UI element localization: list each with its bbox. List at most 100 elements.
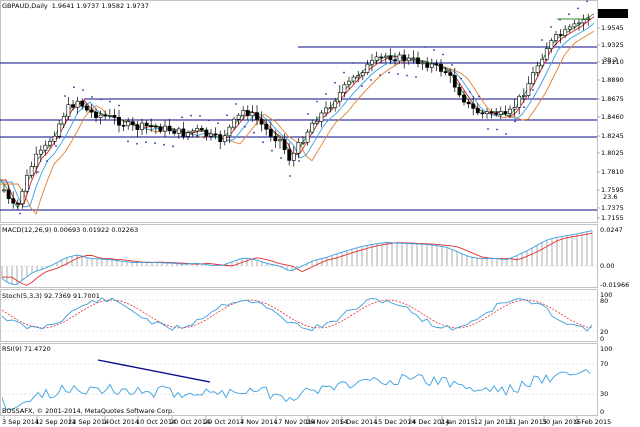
candle-body xyxy=(508,108,512,115)
sar-dot xyxy=(469,91,471,93)
candle-body xyxy=(383,55,388,58)
candle-body xyxy=(498,111,503,115)
sar-dot xyxy=(424,46,426,48)
candle-body xyxy=(328,107,333,109)
candle-body xyxy=(319,112,324,122)
sar-dot xyxy=(145,141,147,144)
sar-dot xyxy=(55,145,57,147)
candle-body xyxy=(213,133,218,136)
price-panel[interactable]: GBPAUD,Daily 1.9641 1.9737 1.9582 1.9737 … xyxy=(0,0,617,223)
rsi-trendline[interactable] xyxy=(97,359,211,383)
candle-body xyxy=(544,48,549,60)
candle-body xyxy=(2,189,6,192)
candle-body xyxy=(351,76,356,82)
date-tick-label: 30 Jan 2015 xyxy=(542,418,581,426)
chart-header: GBPAUD,Daily 1.9641 1.9737 1.9582 1.9737 xyxy=(2,2,149,10)
candle-body xyxy=(181,128,186,137)
sar-dot xyxy=(352,62,354,64)
candle-body xyxy=(540,58,545,67)
candle-body xyxy=(209,133,213,137)
candle-body xyxy=(98,114,103,118)
candle-body xyxy=(466,101,471,105)
candle-body xyxy=(57,123,62,137)
candle-body xyxy=(577,22,581,25)
date-tick-label: 17 Nov 2014 xyxy=(274,418,316,426)
candle-body xyxy=(48,141,52,146)
candle-body xyxy=(388,55,393,61)
rsi-axis-0: 0 xyxy=(600,408,604,416)
candle-body xyxy=(199,128,204,131)
price-tick-label: 1.7595 xyxy=(601,186,624,194)
sar-dot xyxy=(109,100,111,103)
candle-body xyxy=(268,128,273,137)
candle-body xyxy=(218,134,223,142)
candle-body xyxy=(167,125,172,132)
candle-body xyxy=(6,189,11,200)
stochastic-panel[interactable]: Stoch(5,3,3) 92.7369 91.7001 100 80 20 0 xyxy=(0,289,612,344)
date-tick-label: 2 Jan 2015 xyxy=(440,418,475,426)
price-tick-label: 1.8675 xyxy=(601,95,624,103)
candle-body xyxy=(80,100,85,107)
sar-dot xyxy=(298,160,300,162)
fib-label-38: 38.2 xyxy=(603,56,617,64)
sar-dot xyxy=(28,187,30,190)
date-tick-label: 10 Oct 2014 xyxy=(136,418,176,426)
sar-dot xyxy=(586,0,588,3)
sar-dot xyxy=(442,53,444,56)
sar-dot xyxy=(370,79,372,81)
candle-body xyxy=(190,130,195,133)
rsi-panel[interactable]: RSI(9) 71.4720 100 70 30 0 BOSSAFX, © 20… xyxy=(0,343,612,417)
candle-body xyxy=(84,105,89,111)
date-tick-label: 9 Feb 2015 xyxy=(575,418,611,426)
sar-dot xyxy=(190,114,192,117)
price-tick-label: 1.7155 xyxy=(601,214,624,222)
candle-body xyxy=(425,62,430,68)
sar-dot xyxy=(244,125,246,128)
candle-body xyxy=(186,132,190,137)
candle-body xyxy=(370,60,374,65)
sar-dot xyxy=(37,171,39,173)
price-tick-label: 1.9110 xyxy=(601,58,624,66)
sar-dot xyxy=(343,71,345,74)
candle-body xyxy=(264,123,269,130)
candle-body xyxy=(130,121,135,125)
sar-dot xyxy=(271,149,273,152)
sar-dot xyxy=(91,96,93,98)
date-tick-label: 7 Nov 2014 xyxy=(240,418,278,426)
sar-dot xyxy=(208,119,210,122)
sar-dot xyxy=(19,212,21,215)
candle-body xyxy=(503,111,508,115)
sar-dot xyxy=(262,141,264,144)
rsi-axis-30: 30 xyxy=(600,390,608,398)
candle-body xyxy=(333,100,338,108)
date-tick-label: 15 Dec 2014 xyxy=(374,418,416,426)
candle-body xyxy=(241,110,246,116)
stoch-axis-100: 100 xyxy=(600,291,612,299)
rsi-title: RSI(9) 71.4720 xyxy=(2,345,51,353)
candle-body xyxy=(475,108,480,114)
candle-body xyxy=(38,149,43,155)
sar-dot xyxy=(541,39,543,41)
sar-dot xyxy=(361,85,363,87)
candle-body xyxy=(567,26,572,30)
macd-panel[interactable]: MACD(12,26,9) 0.00693 0.01922 0.02263 0.… xyxy=(0,224,629,290)
candle-body xyxy=(581,19,586,24)
macd-title: MACD(12,26,9) 0.00693 0.01922 0.02263 xyxy=(2,226,138,234)
candle-body xyxy=(420,62,425,65)
candle-body xyxy=(535,65,540,73)
sar-dot xyxy=(460,77,462,80)
candle-body xyxy=(531,72,535,85)
candle-body xyxy=(489,111,494,114)
candle-body xyxy=(11,198,16,204)
sar-dot xyxy=(577,7,579,10)
sar-dot xyxy=(532,89,534,91)
candle-body xyxy=(434,63,439,66)
sar-dot xyxy=(379,74,381,76)
candle-body xyxy=(411,57,416,60)
candle-body xyxy=(236,114,241,120)
sar-dot xyxy=(100,98,102,101)
candle-body xyxy=(521,95,526,97)
candle-body xyxy=(512,107,517,110)
rsi-axis-70: 70 xyxy=(600,360,608,368)
